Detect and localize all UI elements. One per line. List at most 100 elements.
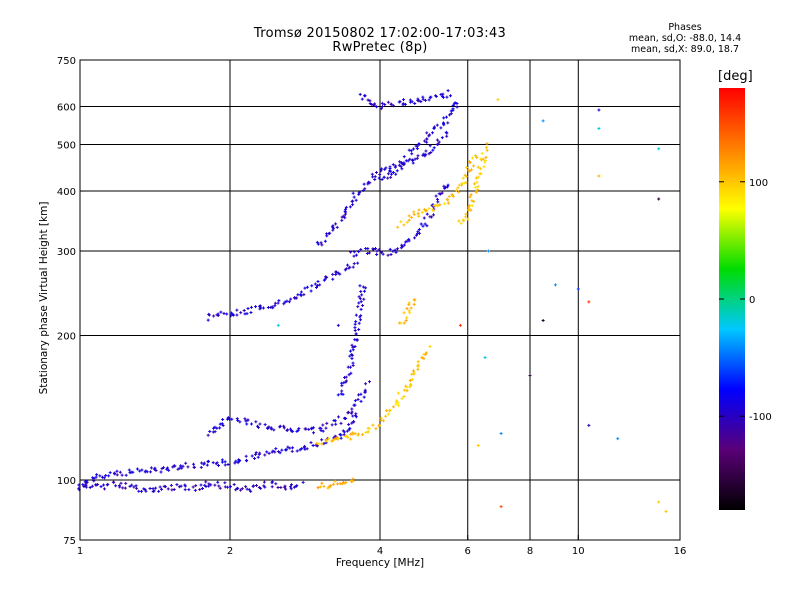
echo-point bbox=[347, 410, 351, 414]
echo-point bbox=[322, 278, 326, 282]
echo-point bbox=[407, 148, 411, 152]
echo-point bbox=[140, 468, 144, 472]
echo-point bbox=[449, 109, 453, 113]
echo-point bbox=[290, 483, 294, 487]
echo-point bbox=[118, 485, 122, 489]
echo-point bbox=[423, 139, 427, 143]
echo-point bbox=[82, 484, 86, 488]
echo-point bbox=[209, 483, 213, 487]
echo-point bbox=[177, 485, 181, 489]
echo-point bbox=[223, 481, 227, 485]
colorbar-tick-label: -100 bbox=[749, 412, 772, 423]
echo-point bbox=[402, 223, 406, 227]
echo-point bbox=[342, 433, 346, 437]
echo-point bbox=[386, 176, 390, 180]
echo-point bbox=[484, 146, 488, 150]
echo-point bbox=[427, 98, 431, 102]
echo-point bbox=[333, 434, 337, 438]
echo-point bbox=[389, 169, 393, 173]
echo-point bbox=[375, 105, 379, 109]
x-tick-label: 2 bbox=[227, 546, 233, 557]
echo-point bbox=[234, 459, 238, 463]
echo-point bbox=[363, 187, 367, 191]
echo-point bbox=[468, 160, 472, 164]
echo-point bbox=[419, 100, 423, 104]
echo-point bbox=[461, 218, 465, 222]
echo-point bbox=[472, 182, 476, 186]
echo-point bbox=[271, 449, 275, 453]
echo-point bbox=[340, 389, 344, 393]
echo-point bbox=[123, 486, 127, 490]
echo-point bbox=[245, 422, 249, 426]
echo-point bbox=[217, 484, 221, 488]
echo-point bbox=[242, 308, 246, 312]
echo-point bbox=[425, 224, 429, 228]
echo-point bbox=[311, 444, 315, 448]
echo-point bbox=[461, 176, 465, 180]
echo-point bbox=[364, 430, 368, 434]
echo-point bbox=[476, 165, 480, 169]
echo-point bbox=[232, 313, 236, 317]
echo-point bbox=[218, 422, 222, 426]
echo-point bbox=[446, 201, 450, 205]
echo-point bbox=[254, 452, 258, 456]
echo-point bbox=[420, 210, 424, 214]
echo-point bbox=[139, 489, 143, 493]
echo-point bbox=[374, 171, 378, 175]
echo-point bbox=[423, 154, 427, 158]
echo-point bbox=[422, 216, 426, 220]
echo-point bbox=[373, 247, 377, 251]
echo-point bbox=[324, 426, 328, 430]
echo-point bbox=[468, 169, 472, 173]
echo-point bbox=[364, 382, 368, 386]
echo-point bbox=[357, 191, 361, 195]
echo-point bbox=[396, 401, 400, 405]
echo-point bbox=[360, 97, 364, 101]
echo-point bbox=[346, 365, 350, 369]
echo-point bbox=[442, 184, 446, 188]
echo-point bbox=[587, 300, 591, 304]
echo-point bbox=[402, 98, 406, 102]
echo-point bbox=[349, 250, 353, 254]
echo-point bbox=[332, 226, 336, 230]
echo-point bbox=[276, 301, 280, 305]
echo-point bbox=[396, 247, 400, 251]
echo-point bbox=[402, 155, 406, 159]
echo-point bbox=[131, 470, 135, 474]
echo-point bbox=[338, 433, 342, 437]
echo-point bbox=[263, 485, 267, 489]
y-tick-label: 300 bbox=[57, 247, 76, 258]
echo-point bbox=[407, 214, 411, 218]
echo-point bbox=[151, 487, 155, 491]
echo-point bbox=[319, 485, 323, 489]
echo-point bbox=[351, 414, 355, 418]
echo-point bbox=[348, 354, 352, 358]
echo-point bbox=[222, 312, 226, 316]
echo-point bbox=[267, 451, 271, 455]
echo-point bbox=[302, 445, 306, 449]
echo-point bbox=[482, 165, 486, 169]
echo-point bbox=[368, 99, 372, 103]
echo-point bbox=[359, 300, 363, 304]
echo-point bbox=[181, 464, 185, 468]
echo-point bbox=[363, 289, 367, 293]
echo-point bbox=[365, 252, 369, 256]
echo-point bbox=[270, 481, 274, 485]
echo-point bbox=[407, 239, 411, 243]
echo-point bbox=[446, 121, 450, 125]
echo-point bbox=[261, 306, 265, 310]
echo-point bbox=[94, 483, 98, 487]
echo-point bbox=[408, 311, 412, 315]
echo-point bbox=[454, 188, 458, 192]
y-tick-label: 600 bbox=[57, 103, 76, 114]
echo-point bbox=[199, 465, 203, 469]
echo-point bbox=[356, 398, 360, 402]
echo-point bbox=[388, 165, 392, 169]
echo-point bbox=[251, 484, 255, 488]
echo-point bbox=[352, 403, 356, 407]
echo-point bbox=[254, 420, 258, 424]
echo-point bbox=[81, 483, 85, 487]
echo-point bbox=[132, 485, 136, 489]
echo-point bbox=[381, 419, 385, 423]
echo-point bbox=[320, 438, 324, 442]
